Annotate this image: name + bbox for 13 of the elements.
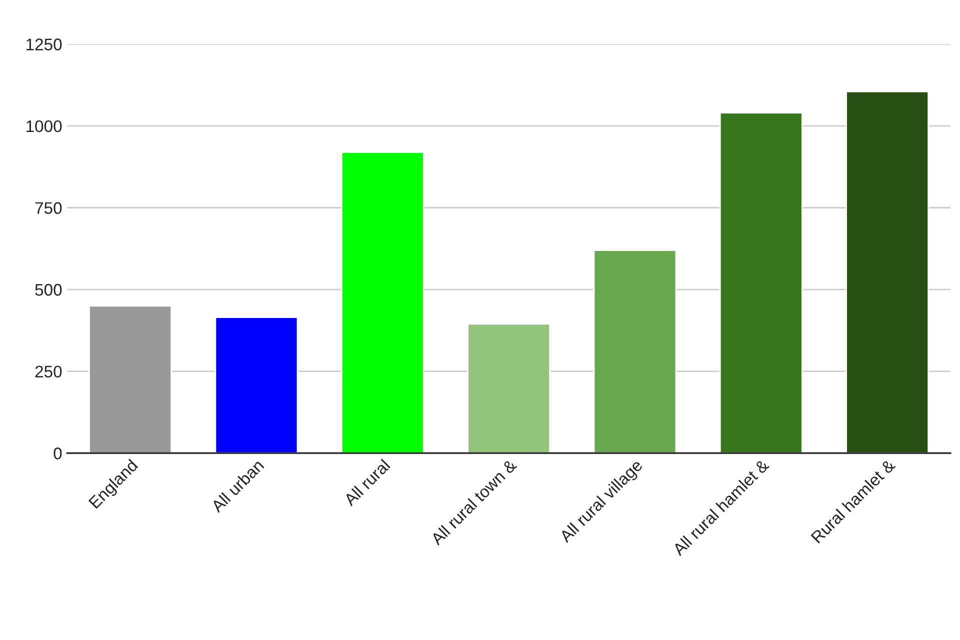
bar (467, 323, 550, 454)
y-tick-label: 1000 (26, 120, 62, 132)
bar (593, 250, 677, 454)
bar (846, 90, 930, 454)
y-tick-label: 0 (54, 448, 62, 460)
y-tick-label: 250 (35, 366, 62, 378)
y-tick-label: 750 (35, 202, 62, 214)
bar (214, 316, 298, 454)
bar (88, 305, 172, 454)
y-tick-label: 500 (35, 284, 62, 296)
bar (719, 112, 803, 454)
y-tick-label: 1250 (26, 38, 62, 50)
bar (340, 151, 424, 454)
